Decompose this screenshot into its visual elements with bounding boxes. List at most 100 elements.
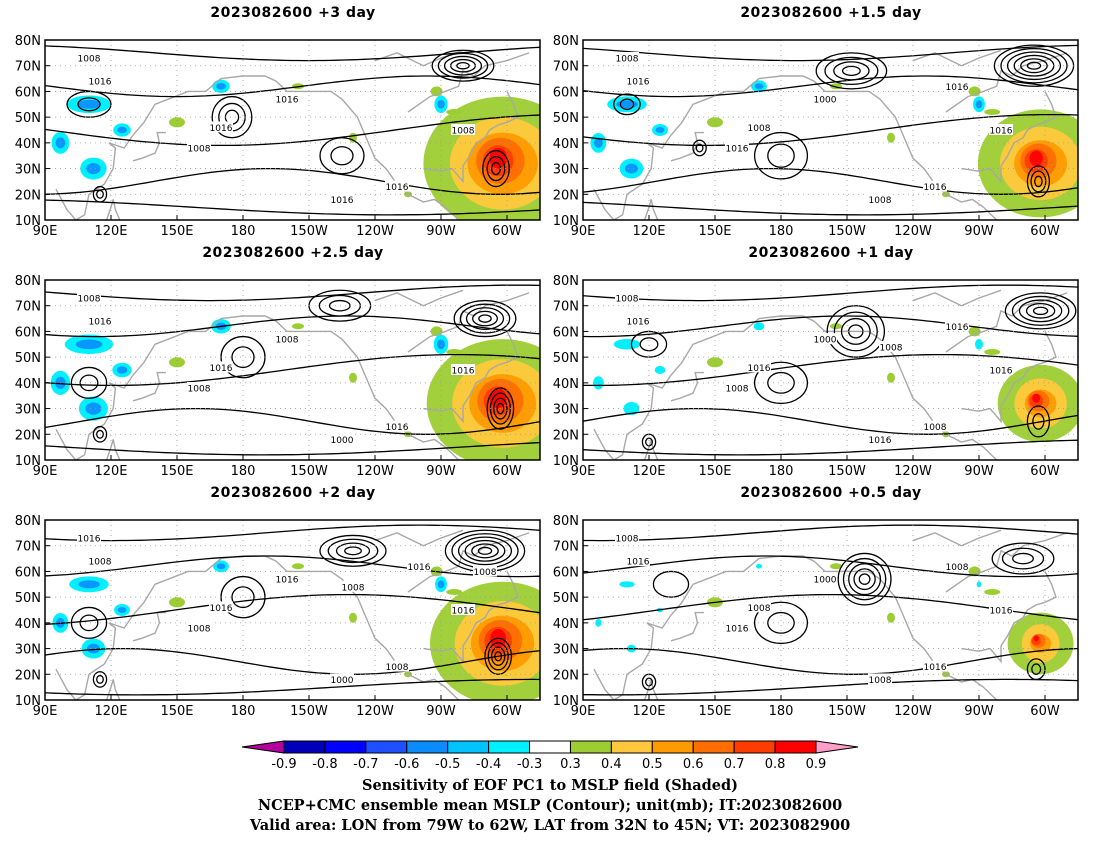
caption-line-1: Sensitivity of EOF PC1 to MSLP field (Sh… bbox=[362, 777, 738, 794]
lon-tick-label: 90E bbox=[571, 464, 596, 475]
colorbar-segment bbox=[283, 740, 326, 754]
lat-tick-label: 50N bbox=[15, 351, 41, 366]
lat-tick-label: 70N bbox=[15, 300, 41, 315]
lon-tick-label: 120E bbox=[632, 224, 665, 235]
contour-label: 1016 bbox=[990, 607, 1013, 617]
lon-tick-label: 120W bbox=[894, 704, 932, 715]
lat-tick-label: 60N bbox=[553, 85, 579, 100]
colorbar-segment bbox=[733, 740, 776, 754]
lon-tick-label: 90W bbox=[426, 224, 456, 235]
contour-label: 1008 bbox=[474, 568, 497, 578]
lat-tick-label: 10N bbox=[15, 694, 41, 709]
lat-tick-label: 50N bbox=[553, 351, 579, 366]
lon-tick-label: 120W bbox=[356, 464, 394, 475]
lon-tick-label: 90E bbox=[33, 464, 58, 475]
lon-tick-label: 150W bbox=[290, 704, 328, 715]
colorbar-tick-label: 0.5 bbox=[642, 757, 663, 772]
contour-label: 1008 bbox=[78, 55, 101, 65]
colorbar-segment bbox=[610, 740, 653, 754]
contour-label: 1008 bbox=[748, 604, 771, 614]
contour-label: 1008 bbox=[616, 55, 639, 65]
lon-tick-label: 60W bbox=[1030, 704, 1060, 715]
colorbar-tick-label: 0.6 bbox=[683, 757, 704, 772]
lat-tick-label: 20N bbox=[553, 668, 579, 683]
lon-tick-label: 150W bbox=[828, 464, 866, 475]
lat-tick-label: 20N bbox=[15, 188, 41, 203]
lon-tick-label: 120W bbox=[356, 224, 394, 235]
lat-tick-label: 40N bbox=[15, 137, 41, 152]
lon-tick-label: 120E bbox=[94, 704, 127, 715]
contour-label: 1016 bbox=[946, 83, 969, 93]
colorbar-segment bbox=[529, 740, 571, 754]
map-plot-area: 1008 1016 1016 1008 1008 1000 1016 1016 80N 70N 60… bbox=[15, 274, 541, 475]
lon-tick-label: 150E bbox=[698, 704, 731, 715]
lon-tick-label: 60W bbox=[492, 704, 522, 715]
contour-label: 1016 bbox=[627, 558, 650, 568]
lon-tick-label: 180 bbox=[231, 224, 256, 235]
lat-tick-label: 40N bbox=[553, 137, 579, 152]
colorbar-tick-label: 0.8 bbox=[765, 757, 786, 772]
colorbar-segment bbox=[651, 740, 694, 754]
lon-tick-label: 180 bbox=[231, 704, 256, 715]
map-panel-3: 1008 1016 1016 1008 1008 1000 1016 1016 80N 70N 60… bbox=[15, 274, 541, 475]
lat-tick-label: 80N bbox=[15, 34, 41, 49]
lat-tick-label: 70N bbox=[15, 540, 41, 555]
lat-tick-label: 30N bbox=[15, 163, 41, 178]
contour-label: 1016 bbox=[89, 318, 112, 328]
lat-tick-label: 10N bbox=[553, 694, 579, 709]
lon-tick-label: 90E bbox=[571, 224, 596, 235]
lon-tick-label: 60W bbox=[492, 464, 522, 475]
colorbar-segment bbox=[406, 740, 449, 754]
lon-tick-label: 90W bbox=[426, 464, 456, 475]
contour-label: 1016 bbox=[210, 604, 233, 614]
contour-label: 1008 bbox=[188, 145, 211, 155]
contour-label: 1008 bbox=[946, 563, 969, 573]
map-panel-2: 1008 1016 1008 1016 1000 1008 1016 1016 1016 80N 7… bbox=[553, 34, 1079, 235]
map-panel-1: 1008 1016 1016 1008 1016 1016 1016 1008 80N 70N 60… bbox=[15, 34, 541, 235]
contour-label: 1016 bbox=[869, 436, 892, 446]
lat-tick-label: 60N bbox=[15, 565, 41, 580]
colorbar-tick-label: -0.6 bbox=[394, 757, 419, 772]
lat-tick-label: 80N bbox=[15, 274, 41, 289]
contour-label: 1008 bbox=[342, 583, 365, 593]
contour-label: 1016 bbox=[276, 96, 299, 106]
lon-tick-label: 60W bbox=[492, 224, 522, 235]
contour-label: 1016 bbox=[627, 78, 650, 88]
contour-label: 1000 bbox=[331, 436, 354, 446]
lon-tick-label: 90W bbox=[964, 224, 994, 235]
lon-tick-label: 150W bbox=[828, 224, 866, 235]
contour-label: 1016 bbox=[748, 364, 771, 374]
lon-tick-label: 180 bbox=[231, 464, 256, 475]
colorbar: -0.9 -0.8 -0.7 -0.6 -0.5 -0.4 -0.3 0.3 0.4 0.5 0.6… bbox=[241, 740, 859, 772]
lon-tick-label: 150E bbox=[160, 224, 193, 235]
contour-label: 1008 bbox=[726, 385, 749, 395]
lat-tick-label: 60N bbox=[553, 565, 579, 580]
lon-tick-label: 150W bbox=[290, 224, 328, 235]
contour-label: 1008 bbox=[452, 127, 475, 137]
lat-tick-label: 30N bbox=[15, 643, 41, 658]
contour-label: 1008 bbox=[880, 343, 903, 353]
colorbar-tick-label: -0.7 bbox=[353, 757, 378, 772]
lon-tick-label: 90W bbox=[964, 464, 994, 475]
lat-tick-label: 30N bbox=[553, 163, 579, 178]
colorbar-tick-label: 0.4 bbox=[601, 757, 622, 772]
contour-label: 1008 bbox=[386, 663, 409, 673]
contour-label: 1016 bbox=[276, 576, 299, 586]
contour-label: 1008 bbox=[188, 625, 211, 635]
lon-tick-label: 150E bbox=[160, 704, 193, 715]
contour-label: 1008 bbox=[78, 295, 101, 305]
lat-tick-label: 10N bbox=[15, 454, 41, 469]
contour-label: 1008 bbox=[616, 535, 639, 545]
contour-label: 1016 bbox=[331, 196, 354, 206]
lon-tick-label: 90E bbox=[571, 704, 596, 715]
colorbar-tick-label: 0.9 bbox=[806, 757, 827, 772]
contour-label: 1008 bbox=[276, 336, 299, 346]
contour-label: 1016 bbox=[210, 364, 233, 374]
lat-tick-label: 80N bbox=[553, 34, 579, 49]
lon-tick-label: 60W bbox=[1030, 224, 1060, 235]
lat-tick-label: 60N bbox=[15, 325, 41, 340]
contour-label: 1016 bbox=[452, 607, 475, 617]
colorbar-segment bbox=[488, 740, 531, 754]
contour-label: 1016 bbox=[627, 318, 650, 328]
lat-tick-label: 80N bbox=[553, 274, 579, 289]
